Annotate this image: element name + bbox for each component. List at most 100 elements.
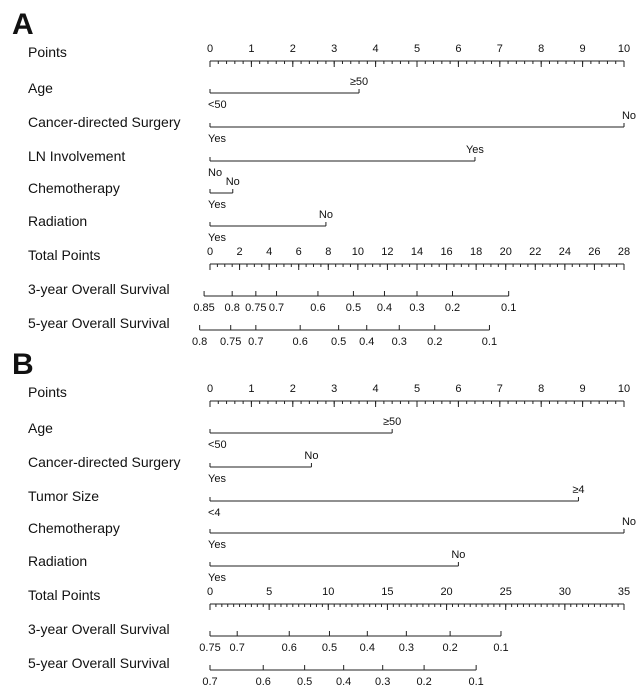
tick-label: 22 bbox=[529, 246, 541, 258]
tick-label: 0.75 bbox=[245, 302, 266, 314]
tick-label: 26 bbox=[588, 246, 600, 258]
tick-label: 2 bbox=[237, 246, 243, 258]
tick-label: 4 bbox=[373, 383, 379, 395]
tick-label: 35 bbox=[618, 586, 630, 598]
level-label: No bbox=[304, 450, 318, 462]
tick-label: 0.7 bbox=[230, 642, 245, 654]
tick-label: 10 bbox=[352, 246, 364, 258]
row-total-points: Total Points 0 2 4 6 8 10 12 14 16 18 20 22 24 26 28 bbox=[28, 246, 630, 270]
tick-label: 9 bbox=[580, 383, 586, 395]
row-label: LN Involvement bbox=[28, 148, 125, 164]
level-label: No bbox=[622, 516, 636, 528]
tick-label: 9 bbox=[580, 43, 586, 55]
row-label: Age bbox=[28, 80, 53, 96]
tick-label: 25 bbox=[500, 586, 512, 598]
row-total-points: Total Points 0 5 10 15 20 25 30 35 bbox=[28, 586, 630, 610]
tick-label: 0.6 bbox=[293, 336, 308, 348]
tick-label: 28 bbox=[618, 246, 630, 258]
tick-label: 6 bbox=[455, 43, 461, 55]
row-tumor-size: Tumor Size <4 ≥4 bbox=[28, 484, 585, 519]
tick-label: 8 bbox=[538, 43, 544, 55]
tick-label: 0.4 bbox=[336, 676, 351, 688]
row-label: 3-year Overall Survival bbox=[28, 621, 170, 637]
row-5-year-overall-survival: 5-year Overall Survival 0.8 0.75 0.7 0.6 0.5 0… bbox=[28, 315, 497, 348]
tick-label: 4 bbox=[373, 43, 379, 55]
tick-label: 5 bbox=[414, 383, 420, 395]
level-label: No bbox=[208, 167, 222, 179]
tick-label: 0.1 bbox=[482, 336, 497, 348]
tick-label: 0.5 bbox=[322, 642, 337, 654]
level-label: Yes bbox=[208, 473, 226, 485]
row-label: Radiation bbox=[28, 213, 87, 229]
level-label: No bbox=[451, 549, 465, 561]
panel-letter: B bbox=[12, 348, 34, 381]
tick-label: 5 bbox=[414, 43, 420, 55]
level-label: <50 bbox=[208, 439, 227, 451]
tick-label: 0.6 bbox=[310, 302, 325, 314]
tick-label: 0 bbox=[207, 246, 213, 258]
level-label: <4 bbox=[208, 507, 221, 519]
tick-label: 2 bbox=[290, 383, 296, 395]
level-label: ≥4 bbox=[572, 484, 584, 496]
row-label: 3-year Overall Survival bbox=[28, 281, 170, 297]
tick-label: 2 bbox=[290, 43, 296, 55]
tick-label: 6 bbox=[455, 383, 461, 395]
tick-label: 7 bbox=[497, 43, 503, 55]
tick-label: 8 bbox=[325, 246, 331, 258]
tick-label: 0.3 bbox=[375, 676, 390, 688]
panel-letter: A bbox=[12, 8, 34, 41]
tick-label: 4 bbox=[266, 246, 272, 258]
level-label: Yes bbox=[208, 199, 226, 211]
row-label: Chemotherapy bbox=[28, 520, 120, 536]
row-label: Points bbox=[28, 44, 67, 60]
tick-label: 10 bbox=[618, 383, 630, 395]
tick-label: 10 bbox=[322, 586, 334, 598]
tick-label: 0.5 bbox=[331, 336, 346, 348]
row-label: Cancer-directed Surgery bbox=[28, 454, 181, 470]
tick-label: 0.1 bbox=[493, 642, 508, 654]
level-label: No bbox=[622, 110, 636, 122]
tick-label: 10 bbox=[618, 43, 630, 55]
tick-label: 0.4 bbox=[359, 336, 374, 348]
row-label: 5-year Overall Survival bbox=[28, 655, 170, 671]
row-points: Points 0 1 2 3 4 5 6 7 8 9 10 bbox=[28, 43, 630, 67]
tick-label: 18 bbox=[470, 246, 482, 258]
row-age: Age <50 ≥50 bbox=[28, 416, 401, 451]
tick-label: 0.4 bbox=[377, 302, 392, 314]
tick-label: 12 bbox=[381, 246, 393, 258]
tick-label: 0 bbox=[207, 43, 213, 55]
level-label: ≥50 bbox=[383, 416, 401, 428]
level-label: Yes bbox=[208, 539, 226, 551]
row-3-year-overall-survival: 3-year Overall Survival 0.85 0.8 0.75 0.7 0.6… bbox=[28, 281, 516, 314]
tick-label: 0.2 bbox=[445, 302, 460, 314]
row-age: Age <50 ≥50 bbox=[28, 76, 368, 111]
tick-label: 0.5 bbox=[297, 676, 312, 688]
level-label: Yes bbox=[208, 232, 226, 244]
tick-label: 20 bbox=[440, 586, 452, 598]
nomogram-panel-b: B Points 0 1 2 3 4 5 6 7 8 9 10 Age <50 ≥50 Cancer-direc… bbox=[12, 348, 636, 688]
tick-label: 0.7 bbox=[248, 336, 263, 348]
level-label: ≥50 bbox=[350, 76, 368, 88]
tick-label: 0.75 bbox=[220, 336, 241, 348]
row-label: Total Points bbox=[28, 247, 100, 263]
tick-label: 20 bbox=[500, 246, 512, 258]
level-label: <50 bbox=[208, 99, 227, 111]
tick-label: 15 bbox=[381, 586, 393, 598]
tick-label: 1 bbox=[248, 383, 254, 395]
row-5-year-overall-survival: 5-year Overall Survival 0.7 0.6 0.5 0.4 0.3 0.… bbox=[28, 655, 484, 688]
level-label: No bbox=[319, 209, 333, 221]
tick-label: 0.3 bbox=[399, 642, 414, 654]
tick-label: 24 bbox=[559, 246, 571, 258]
tick-label: 0.2 bbox=[442, 642, 457, 654]
tick-label: 0.7 bbox=[202, 676, 217, 688]
row-chemotherapy: Chemotherapy Yes No bbox=[28, 516, 636, 551]
tick-label: 5 bbox=[266, 586, 272, 598]
row-label: Tumor Size bbox=[28, 488, 99, 504]
tick-label: 0.5 bbox=[346, 302, 361, 314]
row-cancer-directed-surgery: Cancer-directed Surgery Yes No bbox=[28, 450, 318, 485]
row-3-year-overall-survival: 3-year Overall Survival 0.75 0.7 0.6 0.5 0.4 0… bbox=[28, 621, 509, 654]
tick-label: 0.3 bbox=[392, 336, 407, 348]
row-points: Points 0 1 2 3 4 5 6 7 8 9 10 bbox=[28, 383, 630, 407]
